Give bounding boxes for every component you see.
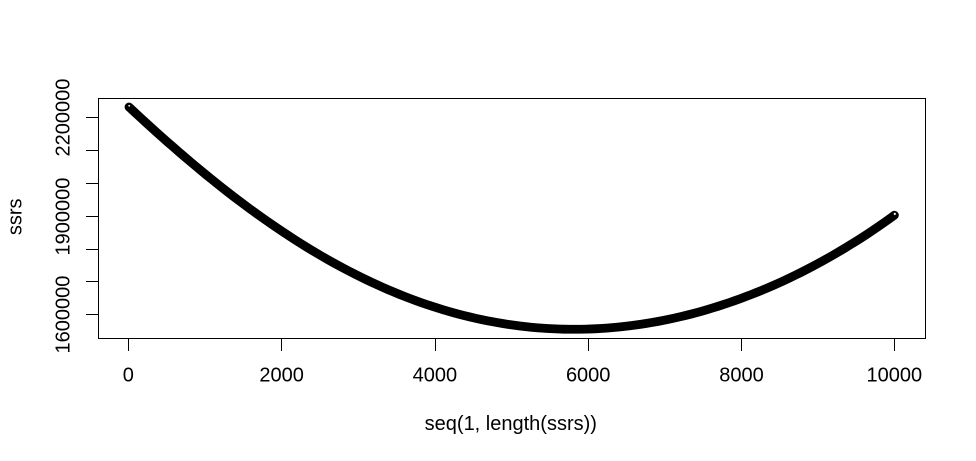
svg-text:2200000: 2200000 bbox=[52, 79, 74, 157]
svg-text:10000: 10000 bbox=[866, 364, 922, 386]
svg-text:4000: 4000 bbox=[413, 364, 458, 386]
svg-text:seq(1, length(ssrs)): seq(1, length(ssrs)) bbox=[425, 413, 597, 435]
svg-text:2000: 2000 bbox=[259, 364, 304, 386]
svg-text:6000: 6000 bbox=[566, 364, 611, 386]
svg-text:1600000: 1600000 bbox=[52, 276, 74, 354]
svg-text:ssrs: ssrs bbox=[5, 198, 27, 235]
svg-text:0: 0 bbox=[123, 364, 134, 386]
svg-text:1900000: 1900000 bbox=[52, 178, 74, 256]
svg-text:8000: 8000 bbox=[719, 364, 764, 386]
